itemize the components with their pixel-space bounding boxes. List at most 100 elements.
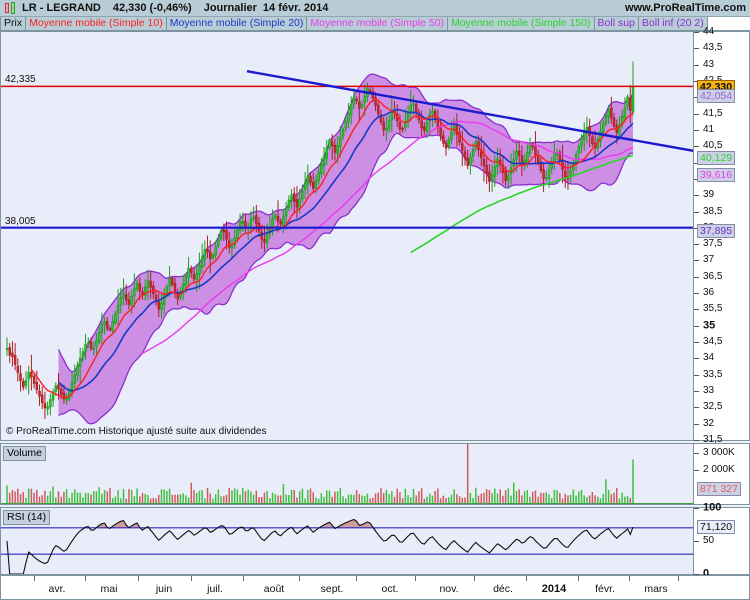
date-axis-label: déc. [493,583,513,595]
legend-item-label: Boll sup [597,17,635,29]
rsi-tag[interactable]: 71,120 [697,520,736,535]
price-tick-label: 35,5 [703,303,723,315]
legend-item-label: Boll inf (20 2) [641,17,704,29]
date-axis-label: nov. [439,583,459,595]
date-axis-label: mars [644,583,668,595]
date-axis-label: 2014 [541,583,567,595]
price-tickmark [694,162,699,164]
ma50-line [139,120,634,355]
price-tickmark [694,97,699,99]
date-axis[interactable]: avr. mai juin juil. août sept. oct. nov. déc. 201… [0,575,750,600]
volume-indicator-chip[interactable]: Volume [3,446,47,461]
bollinger-band-fill [58,74,633,424]
boll-sup-tag[interactable]: 42,054 [697,88,736,103]
legend-item-1[interactable]: Moyenne mobile (Simple 10) [26,17,167,30]
rsi-overbought-fill [218,525,227,531]
instrument-symbol[interactable]: LR - LEGRAND [22,2,101,14]
volume-tick-label: 3 000K [703,446,735,458]
legend-item-5[interactable]: Boll sup [595,17,639,30]
price-tickmark [694,374,699,376]
rsi-tickmark [694,574,699,575]
date-axis-label: juin [155,583,173,595]
date-tickmark [678,576,679,581]
copyright-footnote: © ProRealTime.com Historique ajusté suit… [6,426,267,437]
volume-panel[interactable]: Volume [0,443,694,505]
price-tick-label: 41 [703,123,715,135]
price-tickmark [694,309,699,311]
rsi-tick-label: 100 [703,501,722,514]
volume-tickmark [694,469,699,471]
price-chart-panel[interactable]: 42,335 38,005 © ProRealTime.com Historiq… [0,31,694,441]
legend-item-6[interactable]: Boll inf (20 2) [639,17,708,30]
price-tick-label: 43 [703,58,715,70]
legend-item-label: Moyenne mobile (Simple 20) [169,17,304,29]
price-tickmark [694,32,699,33]
rsi-indicator-chip[interactable]: RSI (14) [3,510,51,525]
legend-item-label: Prix [4,17,23,29]
date-tickmark [243,576,244,581]
bollinger-lower-line [58,132,634,425]
price-tick-label: 32,5 [703,401,723,413]
price-tick-label: 39 [703,189,715,201]
title-bar: LR - LEGRAND 42,330 (-0,46%) Journalier … [0,0,750,17]
price-tickmark [694,440,699,441]
timeframe-label[interactable]: Journalier [203,2,257,14]
date-axis-label: juil. [207,583,223,595]
legend-item-4[interactable]: Moyenne mobile (Simple 150) [448,17,595,30]
legend-item-3[interactable]: Moyenne mobile (Simple 50) [307,17,449,30]
price-axis[interactable]: 4443,54342,54241,54140,54039,53938,53837… [694,27,750,445]
legend-item-0[interactable]: Prix [0,17,27,30]
support-tag[interactable]: 37,895 [697,224,736,239]
rsi-overbought-fill [112,520,143,531]
price-tickmark [694,342,699,344]
date-tickmark [34,576,35,581]
legend-item-label: Moyenne mobile (Simple 10) [29,17,163,29]
legend-item-2[interactable]: Moyenne mobile (Simple 20) [167,17,308,30]
ma150-tag[interactable]: 40,129 [697,151,736,166]
price-tickmark [694,146,699,148]
price-tickmark [694,407,699,409]
date-tickmark [526,576,527,581]
rsi-plot [1,518,693,574]
date-axis-label: mai [100,583,118,595]
date-tickmark [299,576,300,581]
ma10-line [30,98,634,399]
volume-tickmark [694,452,699,454]
price-tick-label: 32 [703,417,715,429]
date-tickmark [415,576,416,581]
chart-date: 14 févr. 2014 [262,2,329,14]
price-tick-label: 31,5 [703,434,723,445]
ma20-line [57,108,634,392]
indicator-legend-bar: Prix Moyenne mobile (Simple 10) Moyenne mo… [0,17,750,31]
date-axis-label: sept. [320,583,344,595]
price-tick-label: 34,5 [703,336,723,348]
boll-inf-tag[interactable]: 39,616 [697,168,736,183]
volume-axis[interactable]: 3 000K 2 000K 871 327 [694,443,750,505]
price-tick-label: 38,5 [703,205,723,217]
price-tickmark [694,227,699,229]
date-axis-label: oct. [381,583,399,595]
rsi-panel[interactable]: RSI (14) [0,507,694,575]
instrument-quote: 42,330 (-0,46%) [112,2,192,14]
price-tick-label: 43,5 [703,42,723,54]
price-tick-label: 40,5 [703,140,723,152]
legend-item-label: Moyenne mobile (Simple 150) [451,17,591,29]
legend-item-label: Moyenne mobile (Simple 50) [310,17,445,29]
volume-bar-series [6,444,634,504]
price-tickmark [694,48,699,50]
price-tick-label: 36 [703,287,715,299]
price-tickmark [694,80,699,82]
price-tickmark [694,423,699,425]
date-axis-label: févr. [595,583,615,595]
price-tick-label: 34 [703,352,715,364]
volume-tag[interactable]: 871 327 [697,482,741,497]
date-tickmark [474,576,475,581]
volume-plot [1,444,693,504]
price-tickmark [694,129,699,131]
legend-spacer [707,17,750,30]
rsi-tickmark [694,541,699,542]
resistance-level-label: 42,335 [5,74,36,86]
rsi-axis[interactable]: 100 50 0 71,120 [694,502,750,579]
candlestick-icon [4,1,17,15]
